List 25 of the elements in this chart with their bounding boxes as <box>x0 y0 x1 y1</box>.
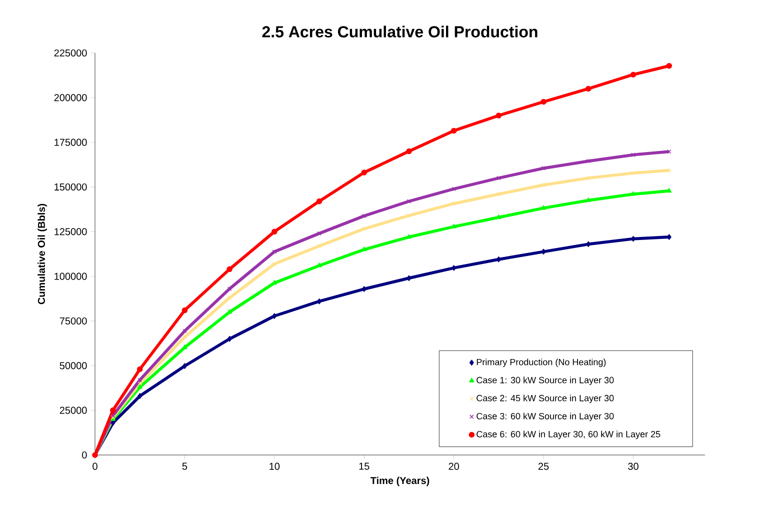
y-tick-label: 225000 <box>54 49 87 57</box>
x-axis-title: Time (Years) <box>370 476 430 486</box>
x-tick-label: 0 <box>92 462 98 470</box>
legend-label: Case 6: 60 kW in Layer 30, 60 kW in Layer 25 <box>476 430 660 440</box>
x-tick-label: 20 <box>448 462 459 470</box>
y-axis-title: Cumulative Oil (Bbls) <box>38 204 47 304</box>
y-tick-label: 25000 <box>60 406 87 414</box>
chart-title: 2.5 Acres Cumulative Oil Production <box>262 26 538 38</box>
x-tick-label: 30 <box>628 462 638 470</box>
legend-label: Case 2: 45 kW Source in Layer 30 <box>476 394 614 404</box>
y-tick-label: 50000 <box>60 362 87 370</box>
y-tick-label: 0 <box>82 451 87 459</box>
legend-label: Case 1: 30 kW Source in Layer 30 <box>476 376 614 386</box>
legend-label: Primary Production (No Heating) <box>476 358 606 368</box>
y-tick-label: 75000 <box>60 317 87 325</box>
y-tick-label: 100000 <box>54 272 87 280</box>
legend-label: Case 3: 60 kW Source in Layer 30 <box>476 412 614 422</box>
y-tick-label: 175000 <box>54 138 87 146</box>
y-tick-label: 150000 <box>54 183 87 191</box>
x-tick-label: 25 <box>538 462 549 470</box>
x-tick-label: 15 <box>359 462 370 470</box>
y-tick-label: 125000 <box>54 228 87 236</box>
x-tick-label: 10 <box>270 462 280 470</box>
y-tick-label: 200000 <box>54 94 87 102</box>
x-tick-label: 5 <box>182 462 188 470</box>
